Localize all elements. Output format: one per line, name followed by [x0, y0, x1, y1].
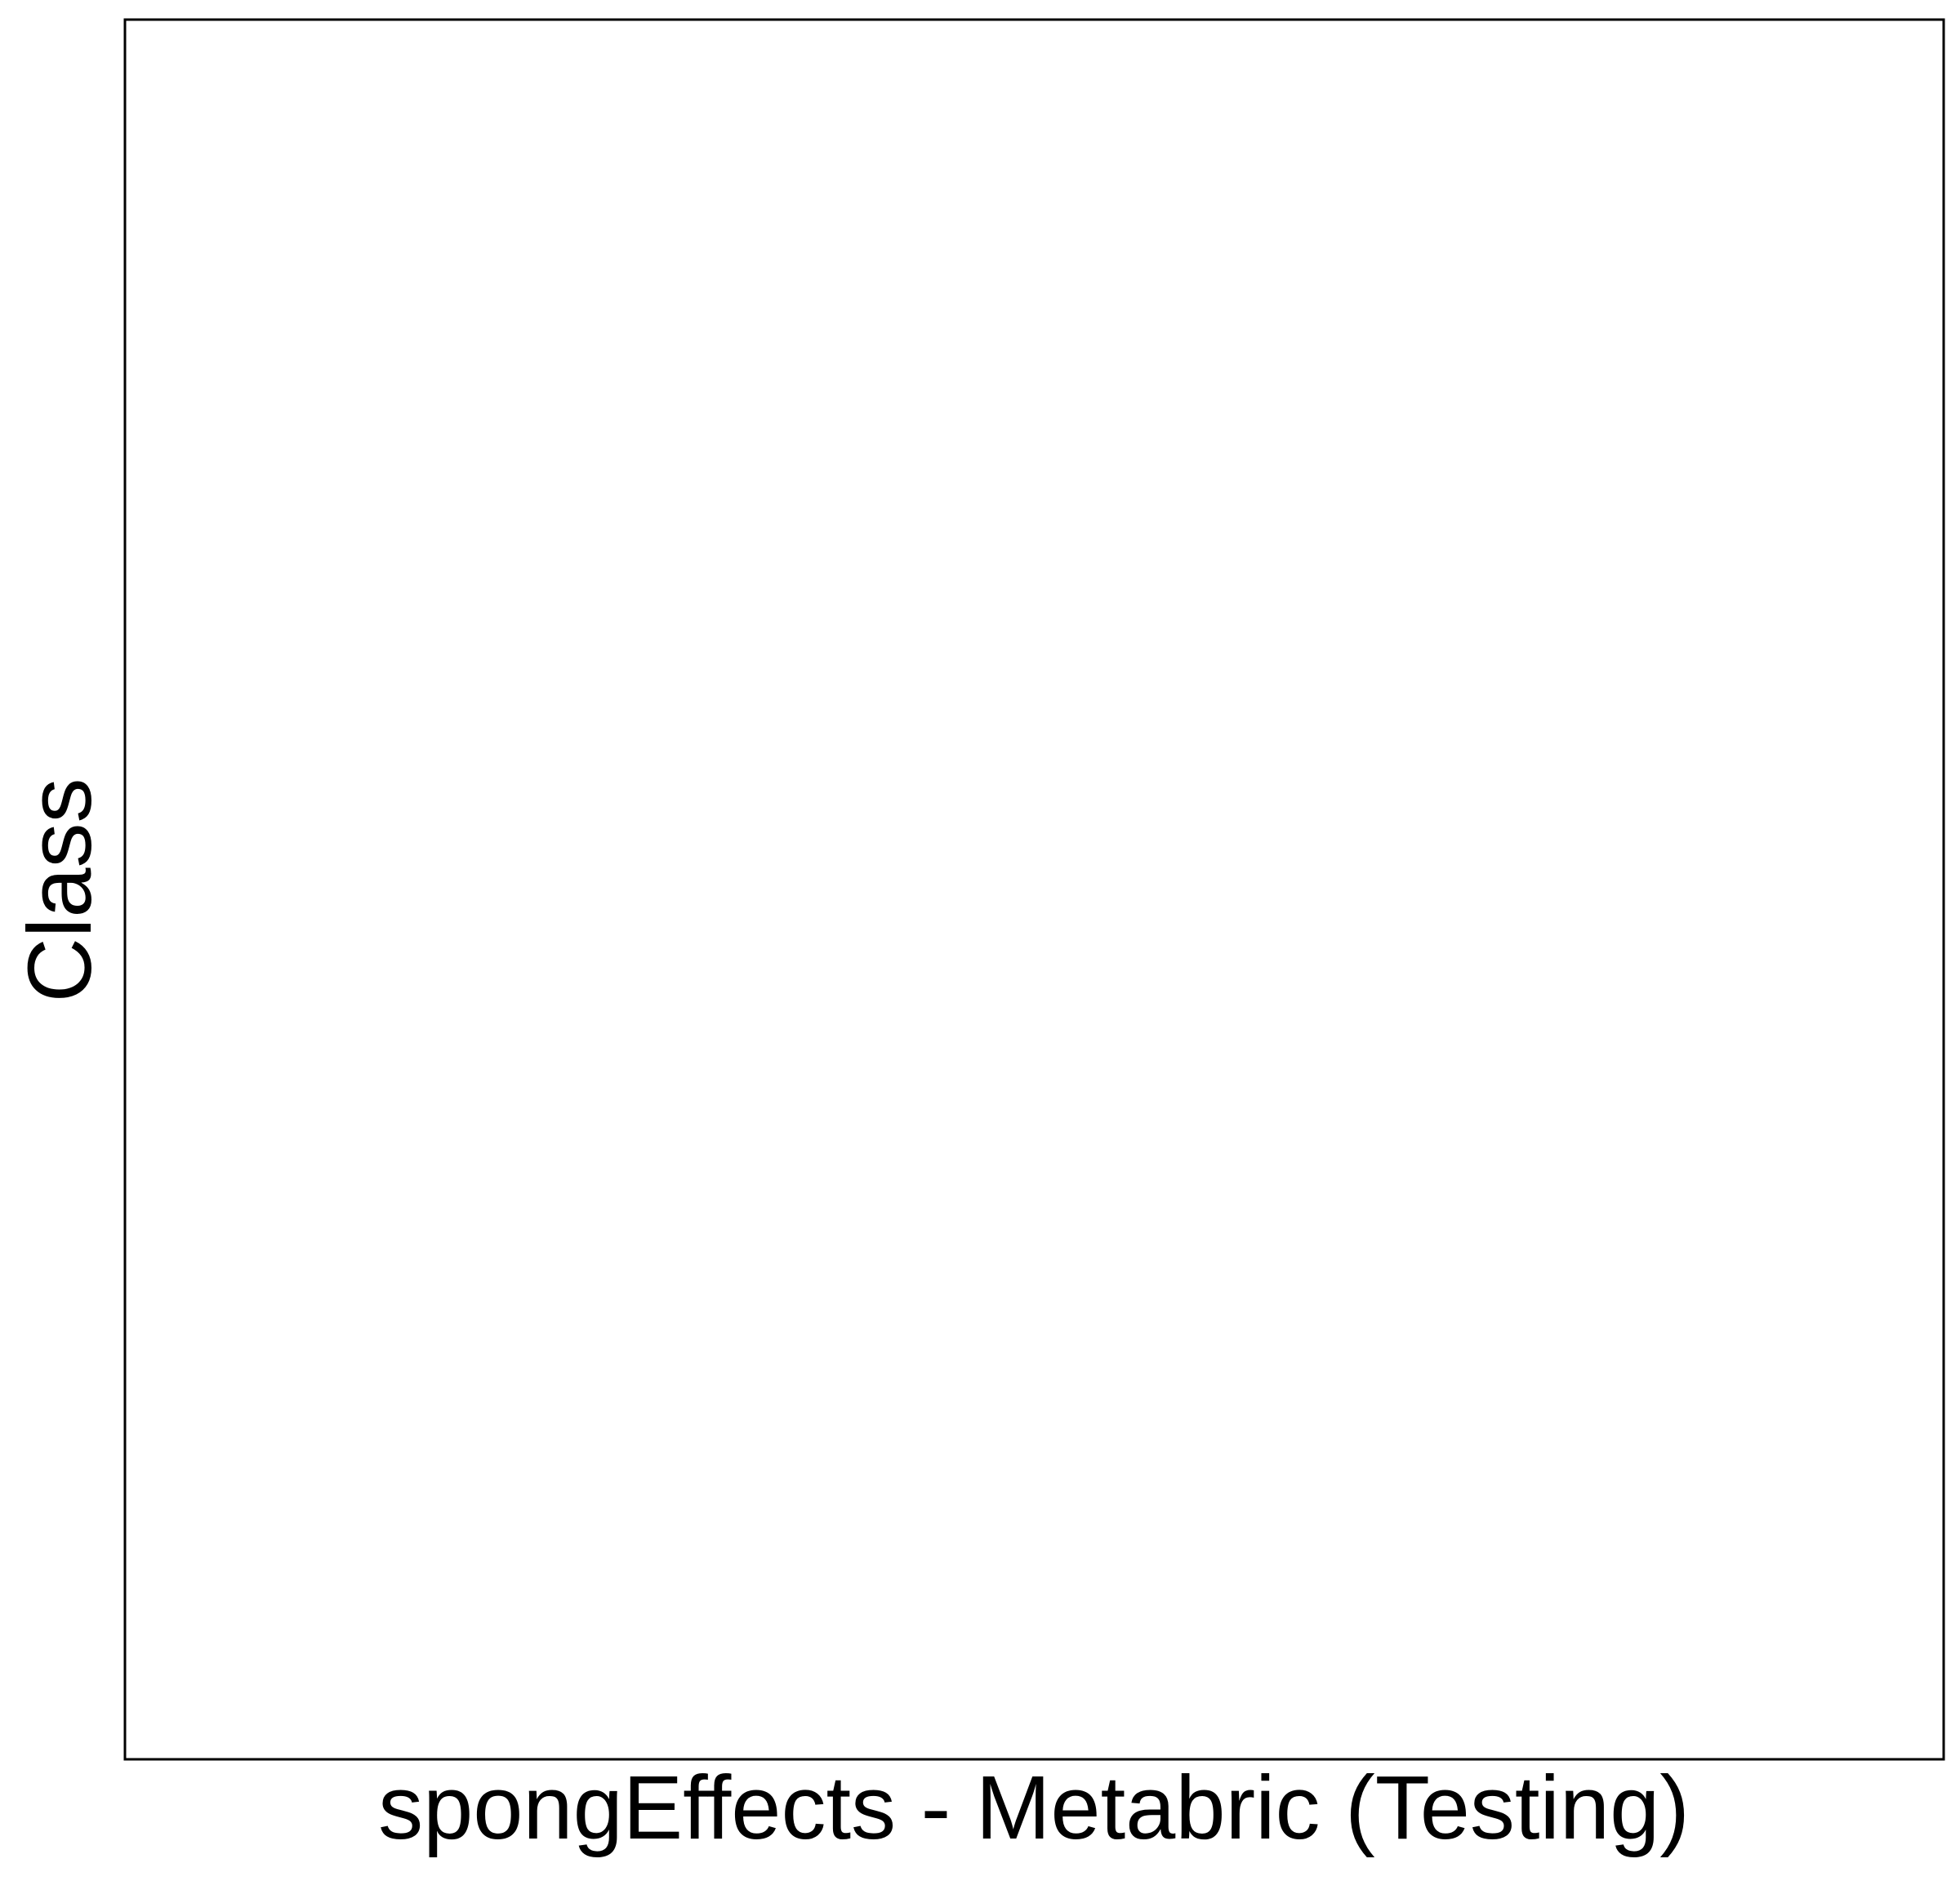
plot-panel [123, 18, 1945, 1761]
y-axis-label: Class [10, 778, 110, 1002]
x-axis-label: spongEffects - Metabric (Testing) [378, 1758, 1690, 1858]
